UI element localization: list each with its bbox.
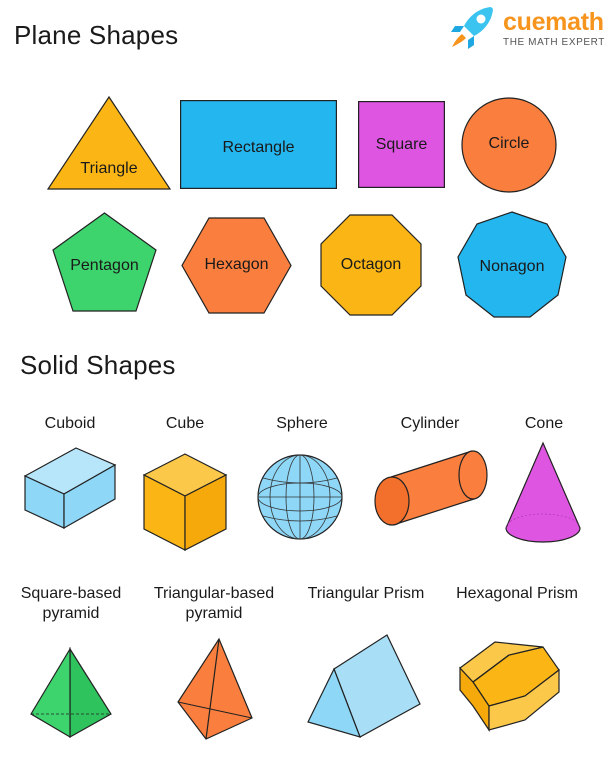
triangular-prism-shape bbox=[307, 634, 421, 738]
nonagon-label: Nonagon bbox=[479, 258, 545, 275]
triangle-fill bbox=[46, 95, 172, 190]
triangle-shape: Triangle bbox=[46, 95, 172, 190]
rectangle-fill bbox=[180, 100, 338, 190]
triangle-label: Triangle bbox=[80, 160, 138, 177]
brand-name: cuemath bbox=[503, 8, 604, 36]
cylinder-shape bbox=[374, 450, 488, 526]
cuemath-logo: cuemath THE MATH EXPERT bbox=[447, 4, 607, 52]
octagon-label: Octagon bbox=[340, 256, 402, 273]
pentagon-shape: Pentagon bbox=[52, 212, 157, 312]
circle-fill bbox=[461, 97, 557, 193]
cuboid-label: Cuboid bbox=[44, 415, 96, 432]
square-label: Square bbox=[375, 136, 428, 153]
brand-tagline: THE MATH EXPERT bbox=[503, 37, 605, 48]
cone-label: Cone bbox=[524, 415, 564, 432]
rectangle-shape: Rectangle bbox=[180, 100, 338, 190]
octagon-fill bbox=[320, 214, 422, 316]
hexagonal-prism-label: Hexagonal Prism bbox=[456, 585, 578, 602]
sphere-shape bbox=[257, 454, 343, 540]
cube-label: Cube bbox=[165, 415, 205, 432]
pentagon-fill bbox=[52, 212, 157, 312]
square-fill bbox=[358, 101, 446, 189]
cylinder-label: Cylinder bbox=[400, 415, 460, 432]
triangular-prism-label: Triangular Prism bbox=[307, 585, 425, 602]
square-pyramid-label: Square-based pyramid bbox=[20, 585, 122, 622]
cube-shape bbox=[142, 453, 228, 551]
nonagon-fill bbox=[457, 211, 567, 318]
hexagon-shape: Hexagon bbox=[181, 217, 292, 314]
nonagon-shape: Nonagon bbox=[456, 211, 568, 319]
octagon-shape: Octagon bbox=[320, 214, 422, 316]
cone-shape bbox=[505, 441, 581, 543]
hexagonal-prism-shape bbox=[459, 641, 560, 732]
rectangle-label: Rectangle bbox=[222, 139, 295, 156]
triangular-pyramid-shape bbox=[177, 637, 253, 740]
circle-shape: Circle bbox=[461, 97, 557, 193]
solid-shapes-title: Solid Shapes bbox=[20, 350, 176, 380]
plane-shapes-title: Plane Shapes bbox=[14, 20, 179, 50]
rocket-icon bbox=[451, 7, 493, 49]
triangular-pyramid-label: Triangular-based pyramid bbox=[153, 585, 275, 622]
square-pyramid-shape bbox=[30, 646, 112, 739]
sphere-label: Sphere bbox=[276, 415, 328, 432]
cuboid-shape bbox=[23, 447, 117, 530]
circle-label: Circle bbox=[488, 135, 530, 152]
pentagon-label: Pentagon bbox=[70, 257, 139, 274]
square-shape: Square bbox=[358, 101, 446, 189]
hexagon-fill bbox=[181, 217, 292, 314]
hexagon-label: Hexagon bbox=[204, 256, 269, 273]
